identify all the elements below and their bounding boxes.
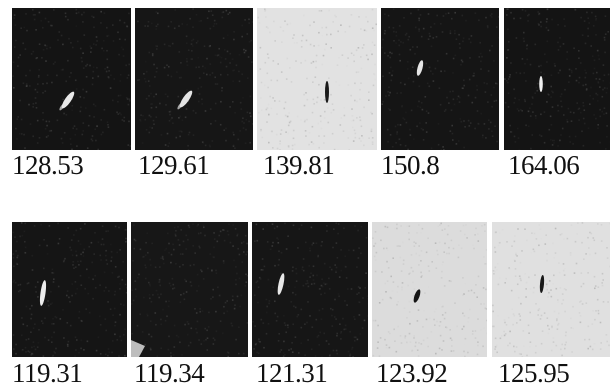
noise-speckles	[137, 8, 253, 150]
bright-spot	[61, 91, 75, 109]
bright-spot	[416, 60, 424, 76]
noise-image	[12, 222, 127, 357]
tile-value-label: 119.34	[134, 358, 205, 388]
noise-image	[252, 222, 368, 357]
tile-value-label: 121.31	[256, 358, 328, 388]
noise-image	[372, 222, 487, 357]
image-tile	[135, 8, 253, 150]
noise-image	[12, 8, 131, 150]
noise-image	[135, 8, 253, 150]
image-tile	[12, 8, 131, 150]
spot-tail	[177, 102, 183, 110]
image-tile	[131, 222, 248, 357]
noise-speckles	[504, 8, 610, 150]
tile-background	[12, 8, 131, 150]
noise-image	[131, 222, 248, 357]
tile-value-label: 139.81	[263, 150, 335, 180]
tile-background	[12, 222, 127, 357]
image-tile	[372, 222, 487, 357]
tile-background	[257, 8, 377, 150]
dark-spot	[539, 275, 545, 293]
corner-artifact	[131, 340, 145, 357]
image-tile	[252, 222, 368, 357]
tile-background	[252, 222, 368, 357]
noise-speckles	[372, 222, 487, 357]
tile-value-label: 128.53	[12, 150, 84, 180]
tile-background	[504, 8, 610, 150]
spot-tail	[59, 103, 65, 111]
noise-image	[492, 222, 610, 357]
bright-spot	[277, 273, 285, 295]
noise-speckles	[381, 8, 499, 150]
dark-spot	[413, 289, 421, 303]
noise-image	[381, 8, 499, 150]
noise-speckles	[257, 8, 377, 150]
image-tile	[257, 8, 377, 150]
dark-spot	[325, 81, 329, 103]
noise-image	[257, 8, 377, 150]
noise-image	[504, 8, 610, 150]
noise-speckles	[12, 8, 131, 150]
image-tile	[504, 8, 610, 150]
tile-value-label: 119.31	[12, 358, 83, 388]
tile-value-label: 150.8	[381, 150, 440, 180]
bright-spot	[39, 280, 47, 306]
noise-speckles	[252, 222, 368, 357]
noise-speckles	[12, 222, 127, 357]
image-tile	[12, 222, 127, 357]
bright-spot	[539, 76, 543, 92]
tile-value-label: 164.06	[508, 150, 580, 180]
tile-background	[381, 8, 499, 150]
image-tile	[381, 8, 499, 150]
bright-spot	[179, 90, 193, 108]
tile-background	[372, 222, 487, 357]
noise-speckles	[131, 223, 248, 357]
tile-background	[131, 222, 248, 357]
tile-value-label: 129.61	[138, 150, 210, 180]
tile-value-label: 125.95	[498, 358, 570, 388]
image-tile	[492, 222, 610, 357]
tile-value-label: 123.92	[376, 358, 448, 388]
